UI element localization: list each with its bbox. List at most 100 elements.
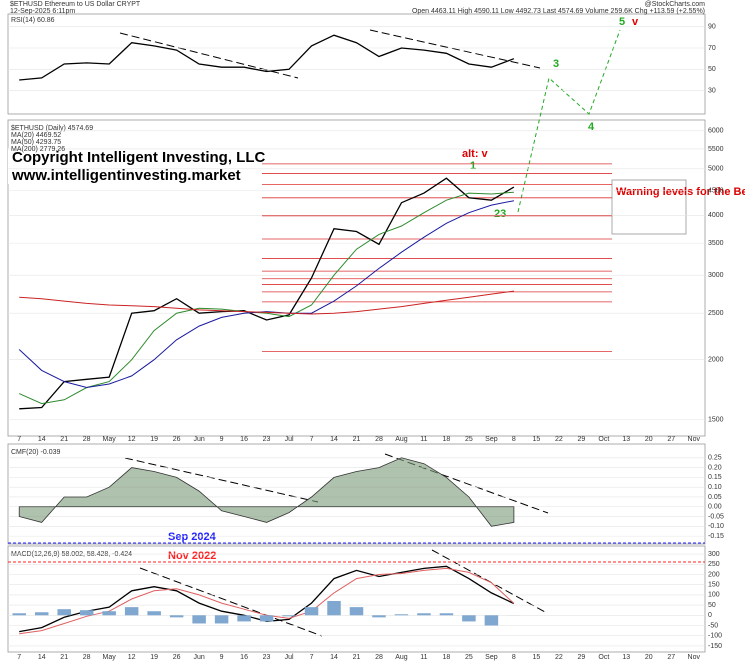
x-tick-label: 13: [622, 436, 630, 443]
histogram-bar: [439, 613, 454, 616]
url: www.intelligentinvesting.market: [11, 167, 241, 184]
line: [19, 177, 515, 410]
histogram-bar: [282, 615, 296, 617]
x-tick-label: 26: [173, 436, 181, 443]
x-tick-label: Aug: [395, 654, 408, 661]
y-tick-label: 50: [708, 66, 716, 73]
x-tick-label: Jul: [285, 654, 294, 661]
line: [19, 290, 514, 315]
x-tick-label: 12: [128, 654, 136, 661]
y-tick-label: 4500: [708, 188, 724, 195]
y-tick-label: 70: [708, 45, 716, 52]
y-tick-label: -100: [708, 633, 722, 640]
histogram-bar: [147, 611, 161, 616]
x-tick-label: 28: [83, 436, 91, 443]
y-tick-label: -50: [708, 622, 718, 629]
warning-text: Warning levels for the Bears: [616, 186, 745, 198]
y-tick-label: 0.10: [708, 484, 722, 491]
histogram-bar: [462, 615, 476, 622]
alt-label: alt: v: [462, 148, 489, 160]
legend-entry: MA(200) 2779.26: [11, 146, 65, 153]
wave-label: 4: [588, 121, 595, 133]
x-tick-label: 7: [310, 436, 314, 443]
y-tick-label: 0.20: [708, 464, 722, 471]
y-tick-label: 0.00: [708, 504, 722, 511]
line: [18, 191, 514, 405]
y-tick-label: 0: [708, 612, 712, 619]
area: [18, 457, 515, 527]
x-tick-label: 19: [150, 436, 158, 443]
y-tick-label: 100: [708, 592, 720, 599]
y-tick-label: -0.05: [708, 513, 724, 520]
histogram-bar: [12, 613, 26, 616]
copyright: Copyright Intelligent Investing, LLC: [12, 149, 265, 166]
x-tick-label: 14: [330, 654, 338, 661]
x-tick-label: Jun: [193, 436, 204, 443]
x-tick-label: 21: [60, 436, 68, 443]
histogram-bar: [349, 607, 364, 616]
x-tick-label: Aug: [395, 436, 408, 443]
x-tick-label: 23: [263, 436, 271, 443]
panel-title: RSI(14) 60.86: [11, 17, 55, 24]
x-tick-label: Sep: [485, 654, 498, 661]
x-tick-label: 8: [512, 436, 516, 443]
y-tick-label: 200: [708, 571, 720, 578]
histogram-bar: [484, 615, 499, 626]
histogram-bar: [417, 613, 431, 616]
panel-title: CMF(20) -0.039: [11, 449, 61, 456]
wave-label: 23: [494, 208, 506, 220]
x-tick-label: 16: [240, 654, 248, 661]
projection-path: [517, 29, 621, 213]
y-tick-label: 3000: [708, 272, 724, 279]
wave-label: 3: [553, 58, 559, 70]
x-tick-label: 28: [375, 654, 383, 661]
histogram-bar: [57, 609, 71, 616]
x-tick-label: 23: [263, 654, 271, 661]
x-tick-label: 18: [443, 436, 451, 443]
y-tick-label: 0.05: [708, 494, 722, 501]
x-tick-label: 20: [645, 436, 653, 443]
x-tick-label: 28: [375, 436, 383, 443]
panel-title: $ETHUSD (Daily) 4574.69: [11, 125, 93, 132]
legend-entry: MA(20) 4469.52: [11, 132, 61, 139]
y-tick-label: 3500: [708, 240, 724, 247]
x-tick-label: 25: [465, 436, 473, 443]
histogram-bar: [102, 611, 116, 616]
copyright-box: [8, 148, 270, 184]
histogram-bar: [124, 607, 139, 616]
y-tick-label: 300: [708, 551, 720, 558]
histogram-bar: [192, 615, 206, 624]
y-tick-label: 30: [708, 88, 716, 95]
x-tick-label: Sep: [485, 436, 498, 443]
y-tick-label: 0.15: [708, 474, 722, 481]
legend-entry: MA(50) 4293.75: [11, 139, 61, 146]
histogram-bar: [304, 607, 319, 616]
x-tick-label: Nov: [688, 654, 701, 661]
x-tick-label: Nov: [688, 436, 701, 443]
y-tick-label: 90: [708, 24, 716, 31]
x-tick-label: Oct: [598, 654, 609, 661]
y-tick-label: -150: [708, 643, 722, 650]
x-tick-label: 7: [310, 654, 314, 661]
y-tick-label: 5500: [708, 146, 724, 153]
x-tick-label: 19: [150, 654, 158, 661]
line: [19, 567, 515, 635]
x-tick-label: 21: [353, 654, 361, 661]
x-tick-label: 29: [577, 654, 585, 661]
x-tick-label: 28: [83, 654, 91, 661]
x-tick-label: 20: [645, 654, 653, 661]
x-tick-label: 15: [532, 654, 540, 661]
y-tick-label: 2000: [708, 357, 724, 364]
x-tick-label: 18: [443, 654, 451, 661]
histogram-bar: [79, 610, 94, 616]
x-tick-label: 12: [128, 436, 136, 443]
x-tick-label: 16: [240, 436, 248, 443]
histogram-bar: [237, 615, 251, 622]
x-tick-label: 14: [38, 654, 46, 661]
y-tick-label: 5000: [708, 166, 724, 173]
x-tick-label: Jul: [285, 436, 294, 443]
y-tick-label: 6000: [708, 128, 724, 135]
x-tick-label: Oct: [598, 436, 609, 443]
header-title: $ETHUSD Ethereum to US Dollar CRYPT: [10, 1, 141, 8]
